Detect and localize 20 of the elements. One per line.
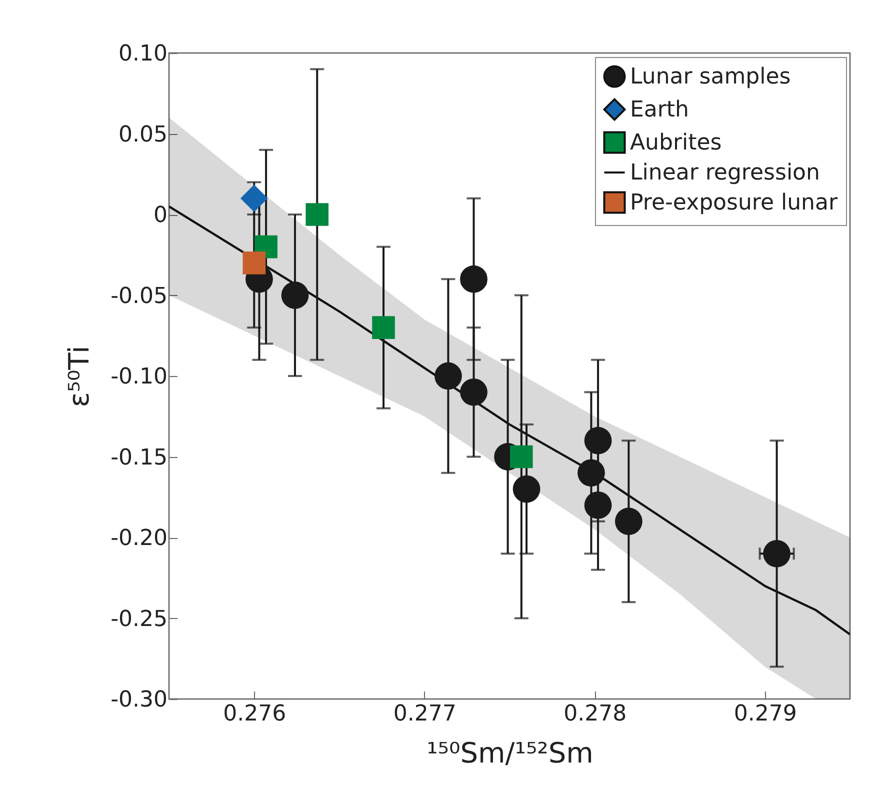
y-tick-label: -0.30 — [110, 688, 168, 712]
y-tick-label: -0.15 — [110, 445, 168, 470]
x-tick-label: 0.276 — [223, 702, 286, 726]
y-tick-label: -0.25 — [110, 606, 168, 632]
legend-label: Linear regression — [630, 160, 820, 186]
y-tick-label: -0.20 — [110, 526, 168, 551]
x-tick-label: 0.277 — [393, 702, 456, 726]
y-axis-title: ε⁵⁰Ti — [62, 346, 96, 408]
y-tick-label: 0.05 — [118, 122, 168, 148]
y-tick-label: -0.10 — [110, 364, 168, 390]
x-axis-title: ¹⁵⁰Sm/¹⁵²Sm — [426, 736, 594, 770]
legend-label: Aubrites — [630, 130, 722, 156]
legend-label: Earth — [630, 98, 689, 122]
x-tick-label: 0.278 — [564, 702, 627, 726]
y-tick-label: 0 — [154, 203, 168, 228]
legend-label: Lunar samples — [630, 64, 791, 90]
x-tick-label: 0.279 — [734, 702, 797, 726]
y-tick-label: 0.10 — [118, 42, 168, 66]
legend-label: Pre-exposure lunar — [630, 190, 838, 216]
y-tick-label: -0.05 — [110, 284, 168, 309]
